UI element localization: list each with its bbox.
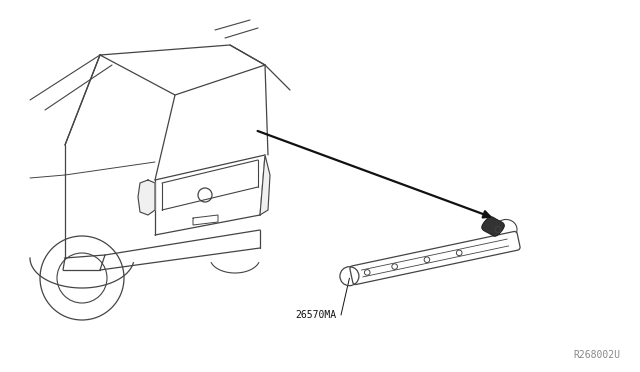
Polygon shape [138,180,155,215]
Polygon shape [260,155,270,215]
Polygon shape [482,217,504,236]
Text: R268002U: R268002U [573,350,620,360]
Text: 26570MA: 26570MA [295,310,336,320]
FancyBboxPatch shape [350,231,520,285]
